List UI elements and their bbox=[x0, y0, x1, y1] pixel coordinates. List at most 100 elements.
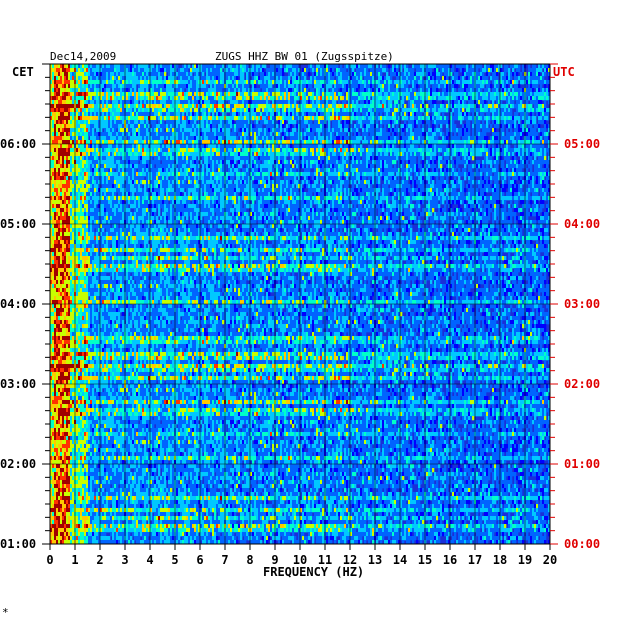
heat-cell bbox=[418, 136, 421, 141]
heat-cell bbox=[530, 140, 533, 145]
heat-cell bbox=[304, 100, 307, 105]
heat-cell bbox=[288, 140, 291, 145]
heat-cell bbox=[438, 96, 441, 101]
heat-cell bbox=[72, 144, 75, 149]
heat-cell bbox=[108, 76, 111, 81]
heat-cell bbox=[400, 112, 403, 117]
heat-cell bbox=[346, 80, 349, 85]
heat-cell bbox=[198, 120, 201, 125]
heat-cell bbox=[194, 108, 197, 113]
heat-cell bbox=[308, 112, 311, 117]
heat-cell bbox=[146, 116, 149, 121]
heat-cell bbox=[406, 72, 409, 77]
heat-cell bbox=[354, 92, 357, 97]
heat-cell bbox=[280, 148, 283, 153]
heat-cell bbox=[222, 96, 225, 101]
heat-cell bbox=[356, 112, 359, 117]
heat-cell bbox=[388, 116, 391, 121]
heat-cell bbox=[302, 100, 305, 105]
heat-cell bbox=[94, 72, 97, 77]
heat-cell bbox=[214, 84, 217, 89]
heat-cell bbox=[232, 136, 235, 141]
heat-cell bbox=[496, 132, 499, 137]
heat-cell bbox=[64, 104, 67, 109]
heat-cell bbox=[92, 92, 95, 97]
heat-cell bbox=[110, 108, 113, 113]
heat-cell bbox=[116, 140, 119, 145]
heat-cell bbox=[290, 104, 293, 109]
heat-cell bbox=[52, 100, 55, 105]
heat-cell bbox=[146, 96, 149, 101]
heat-cell bbox=[210, 76, 213, 81]
heat-cell bbox=[102, 124, 105, 129]
heat-cell bbox=[388, 64, 391, 69]
heat-cell bbox=[462, 124, 465, 129]
heat-cell bbox=[206, 124, 209, 129]
heat-cell bbox=[308, 72, 311, 77]
heat-cell bbox=[156, 84, 159, 89]
heat-cell bbox=[360, 92, 363, 97]
heat-cell bbox=[298, 92, 301, 97]
heat-cell bbox=[288, 96, 291, 101]
heat-cell bbox=[482, 132, 485, 137]
heat-cell bbox=[478, 128, 481, 133]
heat-cell bbox=[88, 64, 91, 69]
heat-cell bbox=[92, 128, 95, 133]
heat-cell bbox=[186, 120, 189, 125]
heat-cell bbox=[238, 64, 241, 69]
heat-cell bbox=[548, 76, 551, 81]
heat-cell bbox=[502, 140, 505, 145]
heat-cell bbox=[432, 100, 435, 105]
heat-cell bbox=[96, 124, 99, 129]
heat-cell bbox=[200, 116, 203, 121]
heat-cell bbox=[190, 72, 193, 77]
heat-cell bbox=[432, 88, 435, 93]
heat-cell bbox=[542, 108, 545, 113]
heat-cell bbox=[58, 144, 61, 149]
heat-cell bbox=[352, 64, 355, 69]
heat-cell bbox=[100, 136, 103, 141]
heat-cell bbox=[232, 108, 235, 113]
heat-cell bbox=[286, 132, 289, 137]
heat-cell bbox=[98, 112, 101, 117]
heat-cell bbox=[244, 92, 247, 97]
heat-cell bbox=[520, 96, 523, 101]
heat-cell bbox=[436, 120, 439, 125]
heat-cell bbox=[460, 104, 463, 109]
heat-cell bbox=[210, 92, 213, 97]
heat-cell bbox=[376, 100, 379, 105]
heat-cell bbox=[298, 112, 301, 117]
heat-cell bbox=[98, 84, 101, 89]
heat-cell bbox=[534, 128, 537, 133]
heat-cell bbox=[360, 80, 363, 85]
heat-cell bbox=[522, 132, 525, 137]
heat-cell bbox=[472, 72, 475, 77]
heat-cell bbox=[412, 72, 415, 77]
heat-cell bbox=[410, 112, 413, 117]
heat-cell bbox=[494, 72, 497, 77]
heat-cell bbox=[546, 112, 549, 117]
heat-cell bbox=[436, 76, 439, 81]
heat-cell bbox=[290, 80, 293, 85]
heat-cell bbox=[148, 96, 151, 101]
heat-cell bbox=[226, 84, 229, 89]
heat-cell bbox=[260, 132, 263, 137]
heat-cell bbox=[388, 92, 391, 97]
heat-cell bbox=[56, 140, 59, 145]
heat-cell bbox=[152, 112, 155, 117]
heat-cell bbox=[172, 148, 175, 153]
heat-cell bbox=[414, 112, 417, 117]
heat-cell bbox=[96, 100, 99, 105]
heat-cell bbox=[72, 84, 75, 89]
heat-cell bbox=[238, 104, 241, 109]
heat-cell bbox=[380, 108, 383, 113]
heat-cell bbox=[168, 132, 171, 137]
heat-cell bbox=[88, 84, 91, 89]
heat-cell bbox=[466, 144, 469, 149]
heat-cell bbox=[126, 128, 129, 133]
heat-cell bbox=[102, 76, 105, 81]
heat-cell bbox=[350, 88, 353, 93]
heat-cell bbox=[182, 92, 185, 97]
heat-cell bbox=[186, 64, 189, 69]
heat-cell bbox=[510, 80, 513, 85]
